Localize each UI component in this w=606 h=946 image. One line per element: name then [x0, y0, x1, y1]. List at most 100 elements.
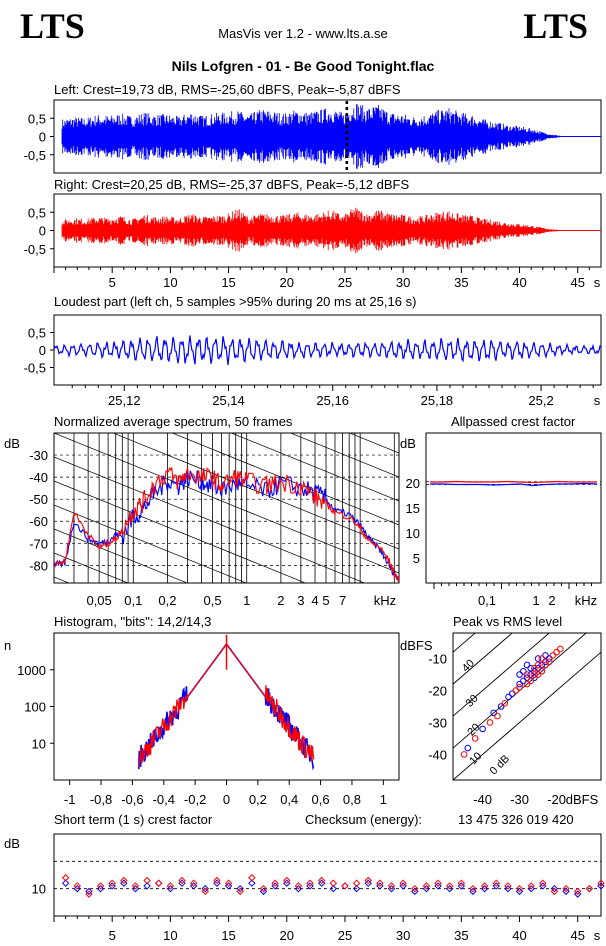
short-term-frame: [53, 833, 602, 917]
peak-rms-point-left: [534, 655, 542, 662]
spectrum-xtick-label: 3: [297, 593, 304, 608]
peak-rms-point-left: [516, 680, 523, 688]
short-term-point-left: [445, 884, 454, 893]
peak-rms-point-left: [534, 664, 542, 672]
histogram-ylabel: n: [4, 638, 11, 653]
time-axis-label: 20: [280, 275, 294, 290]
histogram-ytick-label: 100: [24, 700, 46, 715]
short-term-point-left: [120, 879, 128, 887]
short-term-point-left: [539, 882, 547, 890]
crest-ytick-label: 5: [413, 551, 420, 566]
short-term-point-right: [155, 879, 163, 887]
spectrum-xtick-label: 2: [277, 593, 284, 608]
short-term-point-left: [515, 887, 524, 896]
short-term-xtick-label: s: [594, 928, 601, 943]
time-axis-label: 30: [396, 275, 410, 290]
peak-rms-diagonal-label: 20: [465, 721, 482, 738]
short-term-point-right: [492, 879, 500, 887]
peak-rms-point-right: [545, 658, 553, 666]
peak-rms-xtick-label: dBFS: [566, 792, 599, 807]
short-term-point-left: [352, 884, 361, 893]
short-term-point-left: [61, 879, 70, 887]
spectrum-series-left: [54, 469, 399, 582]
spectrum-xtick-label: 7: [339, 593, 346, 608]
short-term-ytick-label: 10: [32, 882, 46, 897]
histogram-xtick-label: 0,6: [312, 792, 330, 807]
short-term-point-left: [294, 884, 303, 893]
short-term-point-right: [143, 876, 151, 885]
peak-rms-point-left: [523, 661, 531, 669]
histogram-xtick-label: 0: [223, 792, 230, 807]
peak-rms-point-right: [542, 661, 549, 669]
short-term-point-right: [259, 884, 268, 893]
short-term-xtick-label: 20: [280, 928, 294, 943]
spectrum-xtick-label: 1: [243, 593, 250, 608]
spectrum-series-right: [54, 466, 399, 582]
short-term-point-left: [562, 887, 570, 896]
peak-rms-ytick-label: -30: [428, 715, 447, 730]
spectrum-diagonal: [54, 456, 366, 583]
spectrum-xtick-label: 0,5: [204, 593, 222, 608]
spectrum-diagonal: [54, 601, 399, 741]
short-term-point-right: [166, 882, 175, 890]
short-term-point-right: [294, 882, 303, 890]
file-name: Nils Lofgren - 01 - Be Good Tonight.flac: [171, 58, 435, 74]
short-term-point-left: [550, 884, 559, 893]
short-term-xtick-label: 40: [512, 928, 526, 943]
peak-rms-point-left: [545, 655, 553, 662]
short-term-point-right: [178, 876, 186, 885]
short-term-point-left: [329, 884, 338, 893]
histogram-xtick-label: 0,4: [280, 792, 298, 807]
short-term-point-left: [96, 884, 105, 893]
short-term-point-left: [574, 890, 582, 898]
right-waveform-ytick-label: 0: [39, 224, 46, 239]
spectrum-diagonal: [54, 552, 129, 583]
peak-rms-point-left: [505, 693, 512, 701]
peak-rms-point-right: [534, 661, 542, 669]
peak-rms-point-left: [523, 674, 531, 682]
short-term-xtick-label: 15: [221, 928, 235, 943]
spectrum-diagonal: [230, 433, 399, 502]
histogram-xtick-label: 0,8: [343, 792, 361, 807]
peak-rms-point-left: [520, 677, 527, 685]
peak-rms-point-left: [520, 668, 527, 675]
histogram-xtick-label: -0,8: [90, 792, 112, 807]
spectrum-diagonal: [54, 433, 399, 574]
histogram-xtick-label: -0,6: [121, 792, 143, 807]
short-term-point-left: [364, 879, 372, 887]
spectrum-diagonal: [54, 504, 248, 583]
loudest-ytick-label: -0,5: [24, 361, 46, 376]
short-term-point-right: [236, 887, 244, 896]
peak-rms-point-left: [531, 668, 538, 675]
short-term-point-right: [352, 879, 361, 887]
short-term-point-left: [73, 884, 81, 893]
peak-rms-point-left: [464, 744, 472, 752]
histogram-xtick-label: -1: [64, 792, 76, 807]
short-term-point-right: [85, 890, 93, 898]
loudest-ytick-label: 0,5: [28, 326, 46, 341]
short-term-point-right: [61, 874, 70, 882]
peak-rms-point-left: [516, 671, 523, 678]
short-term-point-left: [143, 882, 151, 890]
spectrum-xtick-label: 0,2: [158, 593, 176, 608]
short-term-point-right: [317, 876, 326, 885]
short-term-point-left: [434, 882, 442, 890]
spectrum-ylabel: dB: [4, 436, 20, 451]
short-term-point-right: [224, 879, 233, 887]
short-term-point-right: [189, 879, 198, 887]
time-axis-label: 45: [570, 275, 584, 290]
loudest-xtick-label: 25,14: [212, 393, 245, 408]
crest-ytick-label: 20: [406, 476, 420, 491]
spectrum-grid: [53, 433, 399, 583]
short-term-xtick-label: 45: [570, 928, 584, 943]
short-term-point-right: [108, 879, 116, 887]
peak-rms-xtick-label: -20: [547, 792, 566, 807]
peak-rms-diagonal: [453, 633, 550, 717]
spectrum-xtick-label: 4: [311, 593, 318, 608]
histogram-xtick-label: -0,2: [184, 792, 206, 807]
spectrum-title: Normalized average spectrum, 50 frames: [54, 414, 293, 429]
short-term-point-left: [189, 882, 198, 890]
time-axis-label: 35: [454, 275, 468, 290]
short-term-point-right: [411, 884, 419, 893]
time-axis-label: 5: [109, 275, 116, 290]
